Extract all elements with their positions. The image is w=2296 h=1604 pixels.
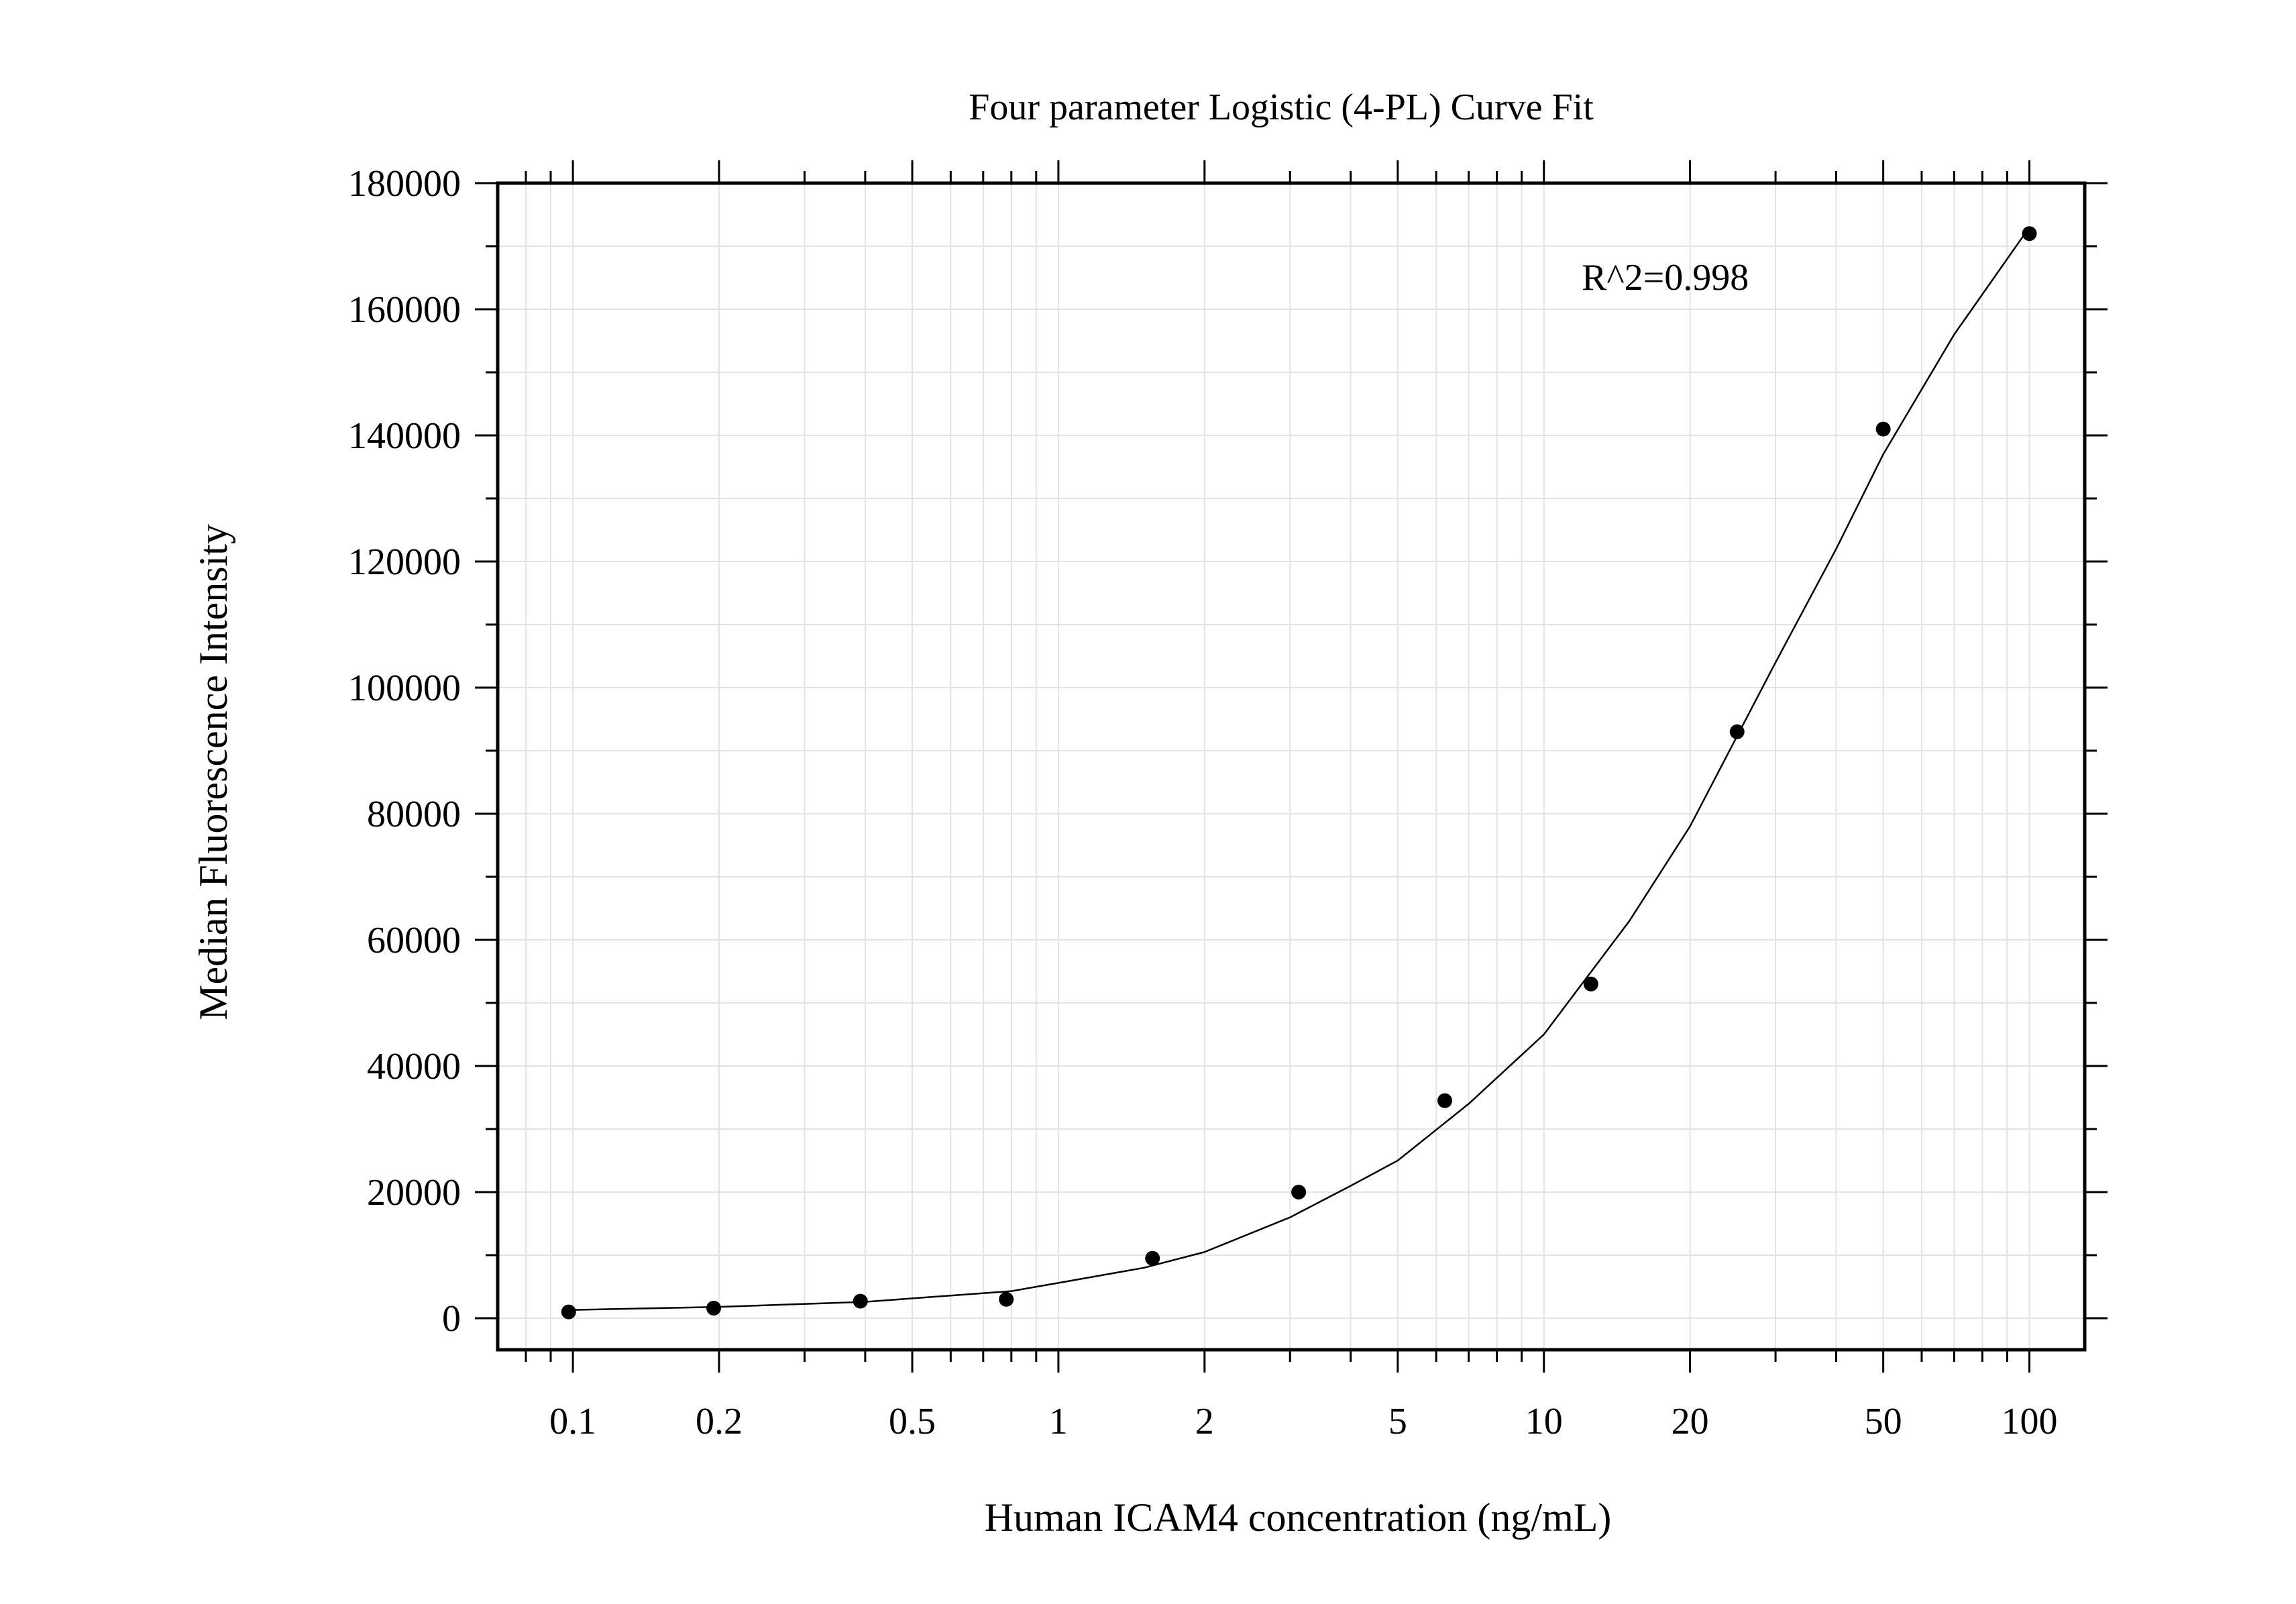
chart-title: Four parameter Logistic (4-PL) Curve Fit [969,87,1594,128]
y-tick-label: 100000 [348,667,461,709]
grid [498,183,2085,1350]
x-tick-label: 10 [1525,1401,1563,1442]
data-point [1875,421,1891,437]
y-tick-label: 40000 [367,1046,461,1087]
x-tick-label: 50 [1865,1401,1902,1442]
data-point [2022,226,2037,242]
fit-curve-layer [568,227,2030,1312]
y-tick-label: 0 [442,1298,461,1340]
x-tick-label: 100 [2002,1401,2058,1442]
x-tick-label: 0.5 [889,1401,936,1442]
axis-ticks [475,160,2108,1373]
data-points-layer [561,226,2037,1320]
x-tick-label: 0.2 [696,1401,743,1442]
y-tick-labels: 0 20000 40000 60000 80000 100000 120000 140000 1… [348,163,461,1340]
y-tick-label: 160000 [348,289,461,331]
fit-curve [568,227,2030,1312]
y-tick-label: 80000 [367,794,461,835]
data-point [1145,1250,1160,1266]
data-point [1729,724,1745,739]
y-tick-label: 180000 [348,163,461,205]
y-tick-label: 60000 [367,920,461,961]
x-tick-labels: 0.1 0.2 0.5 1 2 5 10 20 50 100 [549,1401,2057,1442]
r-squared-annotation: R^2=0.998 [1582,257,1749,299]
y-tick-label: 140000 [348,415,461,457]
data-point [1291,1185,1307,1199]
plot-frame [496,181,2087,1352]
y-axis-label: Median Fluorescence Intensity [191,524,235,1020]
data-point [706,1300,722,1316]
data-point [561,1304,576,1320]
x-tick-label: 2 [1195,1401,1214,1442]
x-tick-label: 20 [1672,1401,1709,1442]
y-tick-label: 20000 [367,1172,461,1214]
y-tick-label: 120000 [348,541,461,583]
data-point [1437,1093,1452,1108]
x-axis-label: Human ICAM4 concentration (ng/mL) [985,1495,1612,1540]
data-point [1583,976,1598,992]
data-point [999,1291,1014,1307]
data-point [853,1293,868,1309]
x-tick-label: 5 [1388,1401,1407,1442]
x-tick-label: 1 [1049,1401,1068,1442]
x-tick-label: 0.1 [549,1401,596,1442]
